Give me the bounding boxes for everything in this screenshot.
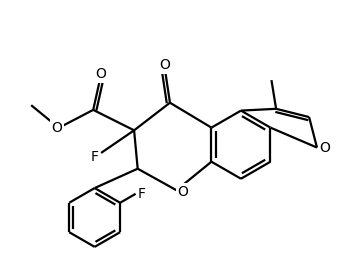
Text: O: O xyxy=(95,67,106,81)
Text: O: O xyxy=(159,58,170,72)
Text: F: F xyxy=(138,187,146,201)
Text: O: O xyxy=(51,121,62,135)
Text: O: O xyxy=(177,185,188,199)
Text: O: O xyxy=(319,141,330,155)
Text: F: F xyxy=(91,150,99,164)
